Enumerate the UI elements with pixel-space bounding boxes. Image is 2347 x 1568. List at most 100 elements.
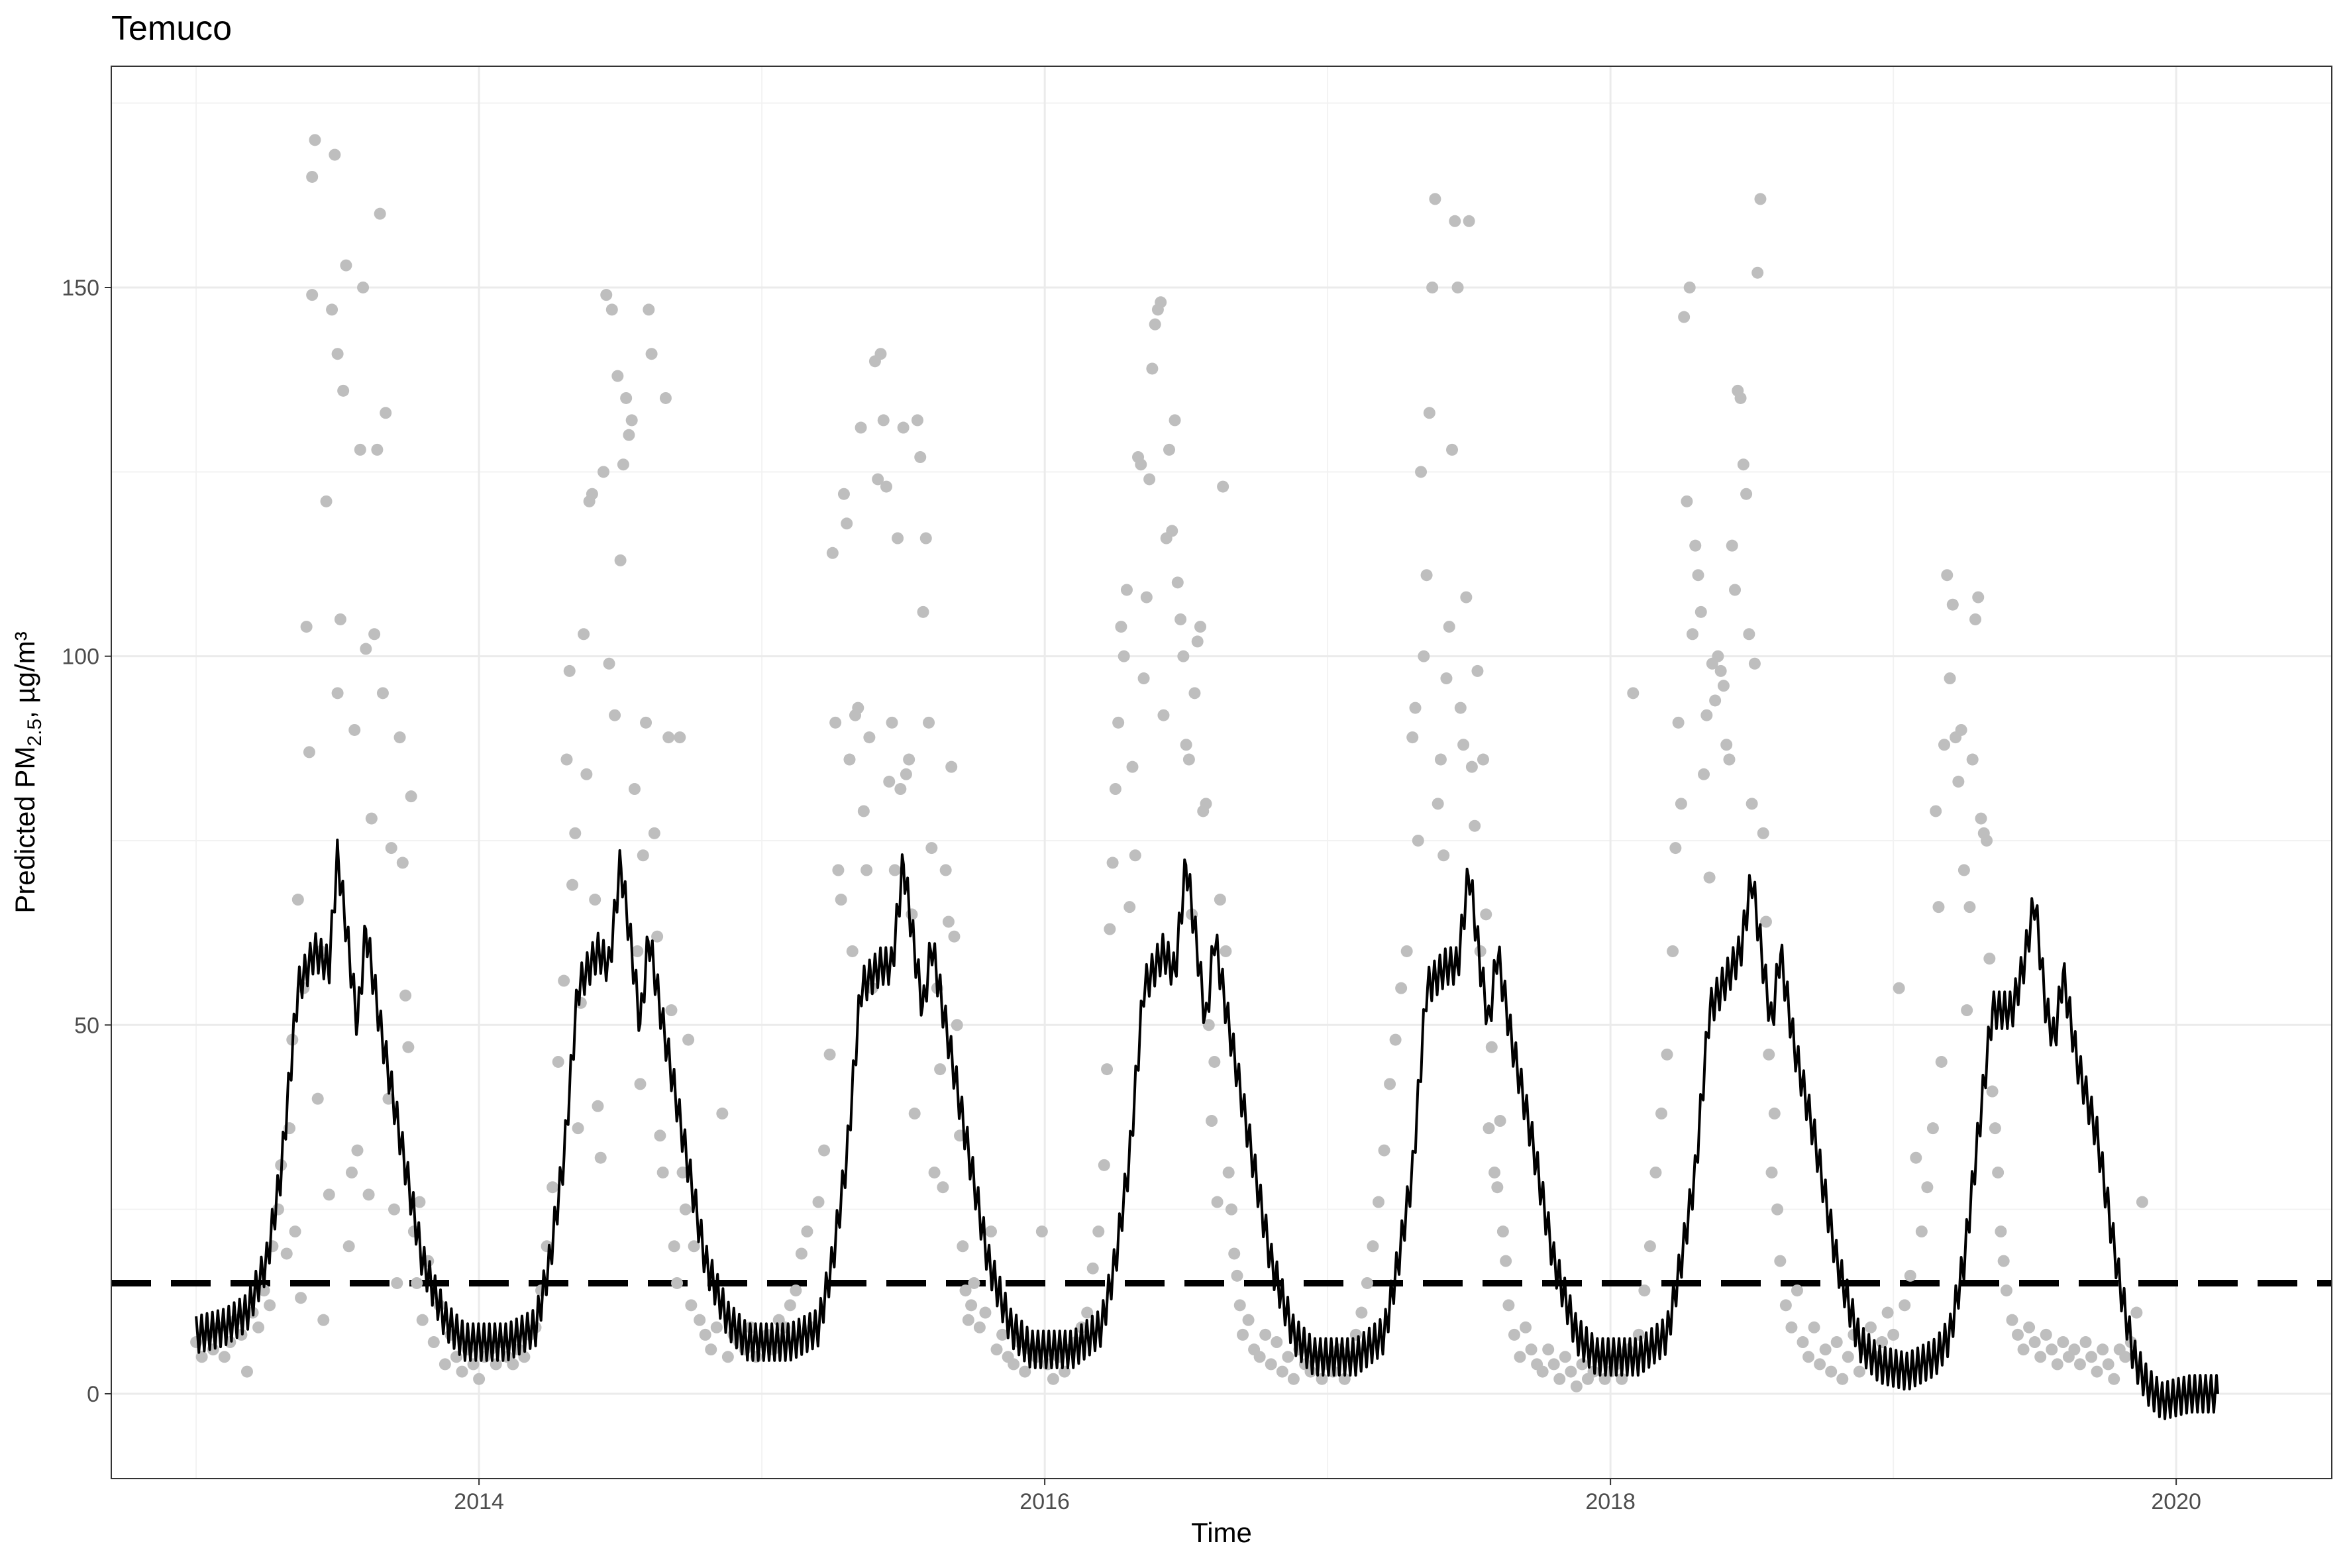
data-point [1271, 1336, 1283, 1349]
data-point [1166, 525, 1178, 537]
data-point [829, 716, 842, 729]
data-point [1981, 834, 1993, 847]
data-point [1966, 753, 1979, 766]
data-point [1483, 1122, 1495, 1135]
data-point [535, 1284, 548, 1297]
data-point [1751, 266, 1764, 279]
data-point [694, 1314, 706, 1326]
data-point [1242, 1314, 1255, 1326]
data-point [1675, 798, 1687, 810]
data-point [218, 1351, 231, 1363]
data-point [2034, 1351, 2047, 1363]
data-point [240, 1365, 253, 1378]
data-point [1638, 1284, 1651, 1297]
data-point [291, 894, 304, 906]
data-point [973, 1321, 986, 1333]
data-point [1836, 1373, 1849, 1385]
data-point [1367, 1240, 1379, 1253]
data-point [329, 148, 341, 161]
data-point [1910, 1151, 1922, 1164]
data-point [996, 1328, 1009, 1341]
data-point [837, 488, 850, 500]
data-point [1661, 1048, 1673, 1061]
data-point [1930, 805, 1942, 817]
data-point [1825, 1365, 1838, 1378]
data-point [2040, 1328, 2052, 1341]
data-point [1963, 901, 1976, 914]
data-point [883, 775, 896, 788]
data-point [1494, 1115, 1506, 1127]
data-point [1672, 716, 1685, 729]
data-point [374, 207, 386, 220]
data-point [1019, 1365, 1031, 1378]
data-point [1536, 1365, 1549, 1378]
data-point [331, 348, 344, 360]
data-point [979, 1306, 992, 1319]
data-point [563, 664, 576, 677]
plot-panel-border [111, 66, 2332, 1479]
data-point [716, 1107, 729, 1120]
y-tick-label: 50 [74, 1013, 99, 1038]
data-point [855, 421, 867, 434]
data-point [942, 915, 955, 928]
data-point [2012, 1328, 2024, 1341]
data-point [2136, 1196, 2148, 1208]
data-point [391, 1277, 403, 1289]
y-tick-label: 150 [62, 276, 99, 301]
data-point [1202, 1019, 1215, 1031]
data-point [1926, 1122, 1939, 1135]
data-point [413, 1196, 426, 1208]
data-point [1446, 443, 1459, 456]
data-point [951, 1019, 963, 1031]
data-point [1123, 901, 1136, 914]
data-point [934, 1063, 947, 1076]
data-point [334, 613, 346, 625]
data-point [320, 495, 333, 507]
data-point [908, 1107, 921, 1120]
data-point [656, 1166, 669, 1178]
data-point [1171, 576, 1184, 589]
data-point [888, 864, 901, 876]
data-point [1514, 1351, 1526, 1363]
data-point [337, 384, 350, 397]
data-point [380, 407, 392, 419]
data-point [812, 1196, 825, 1208]
data-point [1451, 281, 1464, 293]
data-point [1842, 1351, 1854, 1363]
data-point [1952, 775, 1965, 788]
data-point [1217, 480, 1229, 493]
data-point [906, 908, 918, 921]
data-point [917, 605, 929, 618]
data-point [1395, 982, 1408, 994]
data-point [928, 1166, 941, 1178]
data-point [861, 864, 873, 876]
data-point [1904, 1269, 1916, 1282]
data-point [306, 170, 319, 183]
data-point [1876, 1336, 1889, 1349]
data-point [1969, 613, 1981, 625]
data-point [1899, 1299, 1911, 1312]
data-point [1714, 664, 1727, 677]
data-point [1627, 687, 1640, 700]
data-point [948, 930, 961, 943]
data-point [1915, 1226, 1928, 1238]
data-point [1143, 473, 1156, 486]
data-point [1692, 569, 1704, 582]
data-point [1440, 672, 1453, 685]
data-point [2068, 1343, 2081, 1356]
data-point [1109, 783, 1121, 796]
data-point [665, 1004, 678, 1017]
data-point [1944, 672, 1956, 685]
data-point [303, 746, 315, 758]
data-point [1265, 1358, 1277, 1371]
data-point [552, 1055, 564, 1068]
data-point [1743, 628, 1755, 641]
data-point [311, 1092, 324, 1105]
data-point [1698, 768, 1710, 780]
data-point [1460, 591, 1473, 603]
data-point [654, 1129, 666, 1142]
data-point [620, 392, 633, 404]
data-point [295, 1292, 307, 1304]
data-point [1163, 443, 1176, 456]
data-point [1819, 1343, 1832, 1356]
